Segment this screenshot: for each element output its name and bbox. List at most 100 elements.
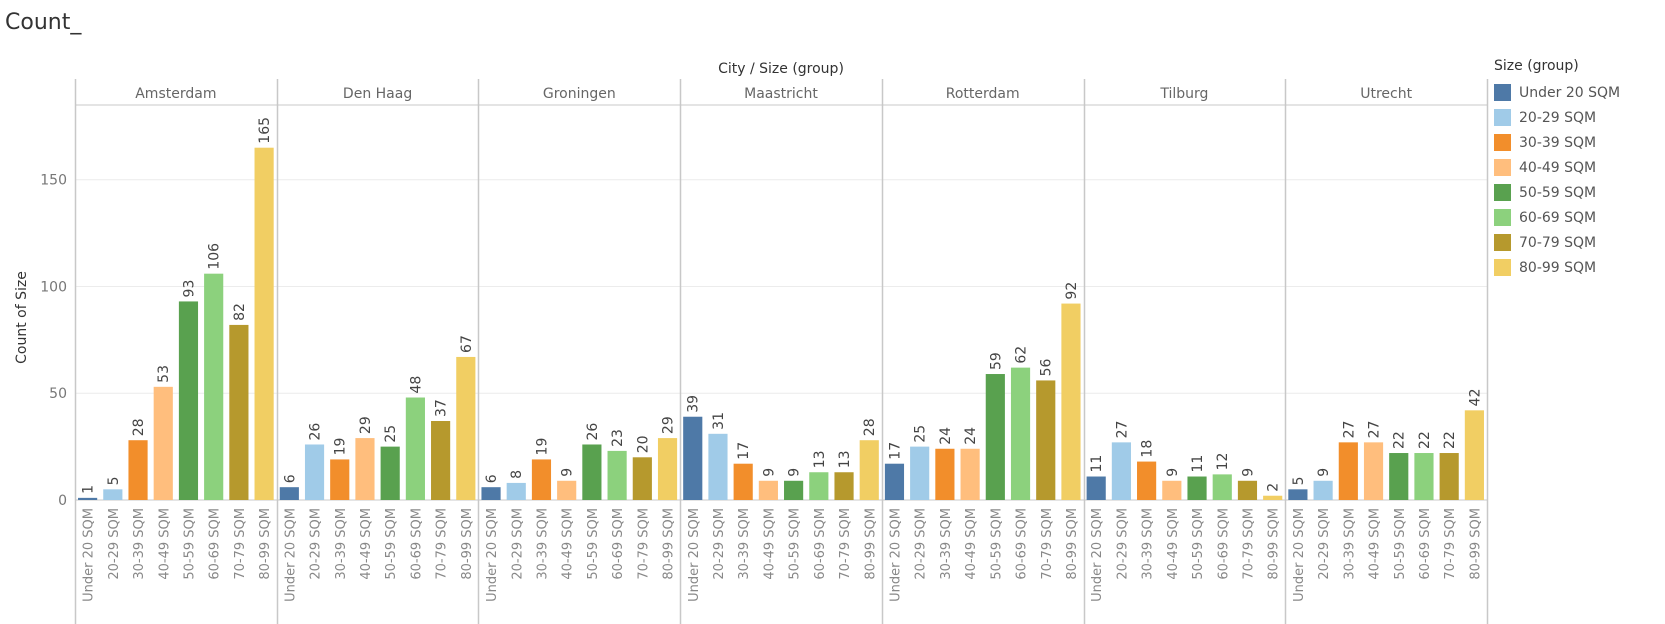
legend-label: 60-69 SQM	[1519, 209, 1597, 226]
legend-swatch	[1494, 184, 1511, 201]
bar	[834, 472, 854, 500]
bar	[1061, 303, 1081, 500]
panel-header-tilburg: Tilburg	[1159, 86, 1208, 102]
data-label: 9	[560, 468, 576, 477]
panel-header-maastricht: Maastricht	[744, 86, 818, 102]
x-tick-label: 40-49 SQM	[359, 508, 374, 580]
bar	[431, 421, 451, 500]
bar	[1187, 476, 1207, 500]
bar	[1288, 489, 1308, 500]
data-label: 12	[1215, 453, 1231, 471]
bar	[178, 301, 199, 500]
bar	[1313, 480, 1333, 500]
bar	[153, 386, 173, 500]
bar	[1010, 367, 1031, 500]
data-label: 29	[358, 416, 374, 434]
x-tick-label: 70-79 SQM	[233, 508, 248, 580]
x-tick-label: 60-69 SQM	[611, 508, 626, 580]
data-label: 62	[1014, 346, 1030, 364]
legend-swatch	[1494, 259, 1511, 276]
x-tick-label: 30-39 SQM	[535, 508, 550, 580]
bar	[1237, 480, 1258, 500]
data-label: 24	[963, 427, 979, 445]
legend-item[interactable]: 50-59 SQM	[1494, 180, 1620, 205]
x-tick-label: 20-29 SQM	[1317, 508, 1332, 580]
bar	[657, 438, 678, 500]
bar	[1464, 410, 1484, 500]
x-tick-label: 30-39 SQM	[1342, 508, 1357, 580]
bar	[733, 463, 753, 500]
x-tick-label: Under 20 SQM	[283, 508, 298, 602]
bar	[128, 440, 148, 500]
data-label: 25	[913, 425, 929, 443]
bar-chart: 0 50 100 150 Count of Size City / Size (group…	[14, 61, 1489, 624]
legend-item[interactable]: 70-79 SQM	[1494, 230, 1620, 255]
x-tick-label: Under 20 SQM	[687, 508, 702, 602]
data-label: 22	[1442, 431, 1458, 449]
legend-swatch	[1494, 84, 1511, 101]
legend-item[interactable]: Under 20 SQM	[1494, 80, 1620, 105]
data-label: 8	[509, 470, 525, 479]
data-label: 92	[1064, 282, 1080, 300]
legend-item[interactable]: 20-29 SQM	[1494, 105, 1620, 130]
legend-label: 20-29 SQM	[1519, 109, 1597, 126]
data-label: 25	[383, 425, 399, 443]
bar	[1212, 474, 1232, 500]
data-label: 17	[736, 442, 752, 460]
x-tick-label: 30-39 SQM	[334, 508, 349, 580]
legend-item[interactable]: 80-99 SQM	[1494, 255, 1620, 280]
legend-swatch	[1494, 234, 1511, 251]
x-tick-label: 40-49 SQM	[561, 508, 576, 580]
y-tick-label: 100	[40, 279, 67, 295]
legend: Size (group) Under 20 SQM 20-29 SQM 30-39 …	[1494, 58, 1620, 280]
legend-item[interactable]: 30-39 SQM	[1494, 130, 1620, 155]
data-label: 42	[1467, 388, 1483, 406]
x-tick-label: 70-79 SQM	[435, 508, 450, 580]
bar	[884, 463, 905, 500]
bar	[935, 448, 955, 500]
data-label: 17	[887, 442, 903, 460]
panel-header-amsterdam: Amsterdam	[135, 86, 216, 102]
bar	[985, 374, 1005, 500]
bar	[1086, 476, 1106, 500]
x-tick-label: 70-79 SQM	[1040, 508, 1055, 580]
legend-item[interactable]: 60-69 SQM	[1494, 205, 1620, 230]
x-tick-label: 70-79 SQM	[838, 508, 853, 580]
data-label: 13	[812, 450, 828, 468]
x-tick-label: 50-59 SQM	[989, 508, 1004, 580]
bar	[859, 440, 879, 500]
x-tick-label: Under 20 SQM	[485, 508, 500, 602]
data-label: 5	[106, 476, 122, 485]
bar	[229, 324, 249, 500]
x-tick-label: 30-39 SQM	[1141, 508, 1156, 580]
bar	[279, 487, 299, 500]
data-label: 13	[837, 450, 853, 468]
data-label: 5	[1291, 476, 1307, 485]
bar	[1389, 453, 1409, 500]
bar	[1263, 495, 1283, 500]
x-tick-label: 20-29 SQM	[309, 508, 324, 580]
x-tick-label: 60-69 SQM	[813, 508, 828, 580]
bar	[506, 482, 526, 500]
x-tick-label: 50-59 SQM	[586, 508, 601, 580]
x-tick-label: 50-59 SQM	[1393, 508, 1408, 580]
bar	[456, 356, 476, 500]
data-label: 165	[257, 117, 273, 144]
data-label: 19	[534, 438, 550, 456]
legend-item[interactable]: 40-49 SQM	[1494, 155, 1620, 180]
data-label: 93	[181, 280, 197, 298]
bar	[1162, 480, 1182, 500]
data-label: 37	[434, 399, 450, 417]
data-label: 9	[761, 468, 777, 477]
x-tick-label: 40-49 SQM	[157, 508, 172, 580]
bar	[708, 433, 728, 500]
x-tick-label: 80-99 SQM	[1065, 508, 1080, 580]
y-tick-label: 50	[49, 386, 67, 402]
data-label: 20	[635, 435, 651, 453]
data-label: 31	[711, 412, 727, 430]
bar	[481, 487, 501, 500]
data-label: 48	[408, 376, 424, 394]
x-tick-label: 40-49 SQM	[964, 508, 979, 580]
bar	[330, 459, 350, 500]
x-tick-label: 40-49 SQM	[1166, 508, 1181, 580]
